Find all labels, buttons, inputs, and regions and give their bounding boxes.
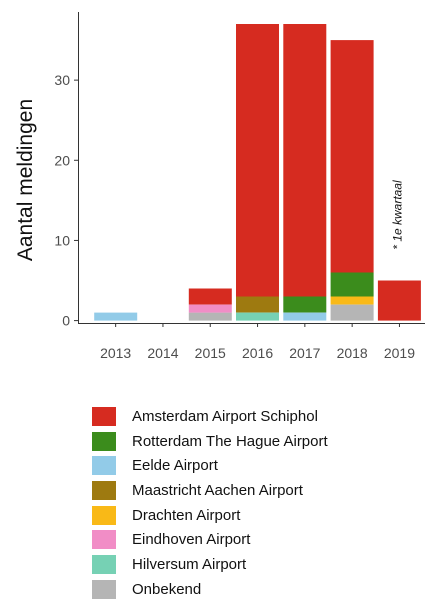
bar-onbekend-2018 — [330, 304, 374, 321]
x-tick-label-2014: 2014 — [147, 345, 178, 361]
legend-item-drachten-airport: Drachten Airport — [92, 503, 328, 528]
bar-rotterdam-the-hague-airport-2017 — [283, 296, 327, 313]
y-tick-label-30: 30 — [54, 72, 70, 88]
bar-amsterdam-airport-schiphol-2018 — [330, 40, 374, 273]
legend-label: Hilversum Airport — [132, 555, 247, 573]
x-tick-label-2016: 2016 — [242, 345, 273, 361]
legend-swatch — [92, 505, 116, 525]
x-tick-label-2015: 2015 — [195, 345, 226, 361]
y-axis-title: Aantal meldingen — [14, 99, 37, 261]
legend-swatch — [92, 456, 116, 476]
bar-chart: 0 10 20 30 2013 2014 2015 2016 2017 2018 2019 Aan… — [14, 12, 425, 361]
legend-item-maastricht-aachen-airport: Maastricht Aachen Airport — [92, 478, 328, 503]
legend-swatch — [92, 480, 116, 500]
y-axis-ticks: 0 10 20 30 — [54, 72, 78, 329]
legend-item-eelde-airport: Eelde Airport — [92, 453, 328, 478]
legend-swatch — [92, 530, 116, 550]
y-tick-label-10: 10 — [54, 232, 70, 248]
legend-label: Maastricht Aachen Airport — [132, 481, 303, 499]
legend-label: Amsterdam Airport Schiphol — [132, 407, 318, 425]
legend-item-amsterdam-airport-schiphol: Amsterdam Airport Schiphol — [92, 404, 328, 429]
legend-item-hilversum-airport: Hilversum Airport — [92, 552, 328, 577]
bar-rotterdam-the-hague-airport-2018 — [330, 272, 374, 297]
legend-item-rotterdam-the-hague-airport: Rotterdam The Hague Airport — [92, 429, 328, 454]
bar-onbekend-2015 — [188, 312, 232, 321]
legend-label: Drachten Airport — [132, 506, 241, 524]
legend-label: Rotterdam The Hague Airport — [132, 432, 328, 450]
annotation-first-quarter: * 1e kwartaal — [390, 180, 404, 250]
bar-amsterdam-airport-schiphol-2016 — [236, 24, 279, 297]
x-tick-label-2019: 2019 — [384, 345, 415, 361]
bar-amsterdam-airport-schiphol-2019 — [377, 280, 421, 321]
legend-swatch — [92, 554, 116, 574]
bar-eelde-airport-2017 — [283, 312, 327, 321]
x-tick-label-2013: 2013 — [100, 345, 131, 361]
legend-swatch — [92, 431, 116, 451]
x-tick-label-2018: 2018 — [337, 345, 368, 361]
y-tick-label-0: 0 — [62, 313, 70, 329]
legend-label: Eelde Airport — [132, 457, 218, 475]
bar-amsterdam-airport-schiphol-2015 — [188, 288, 232, 305]
legend-swatch — [92, 579, 116, 599]
x-tick-label-2017: 2017 — [289, 345, 320, 361]
legend-label: Eindhoven Airport — [132, 531, 251, 549]
bar-drachten-airport-2018 — [330, 296, 374, 305]
legend-item-onbekend: Onbekend — [92, 577, 328, 602]
bar-eindhoven-airport-2015 — [188, 304, 232, 313]
bar-amsterdam-airport-schiphol-2017 — [283, 24, 327, 297]
legend: Amsterdam Airport Schiphol Rotterdam The … — [92, 404, 328, 602]
legend-swatch — [92, 406, 116, 426]
y-tick-label-20: 20 — [54, 152, 70, 168]
bar-hilversum-airport-2016 — [236, 312, 279, 321]
legend-label: Onbekend — [132, 580, 202, 598]
legend-item-eindhoven-airport: Eindhoven Airport — [92, 527, 328, 552]
bar-maastricht-aachen-airport-2016 — [236, 296, 279, 313]
bars — [94, 24, 421, 321]
x-axis-ticks: 2013 2014 2015 2016 2017 2018 2019 — [100, 323, 415, 361]
bar-eelde-airport-2013 — [94, 312, 138, 321]
